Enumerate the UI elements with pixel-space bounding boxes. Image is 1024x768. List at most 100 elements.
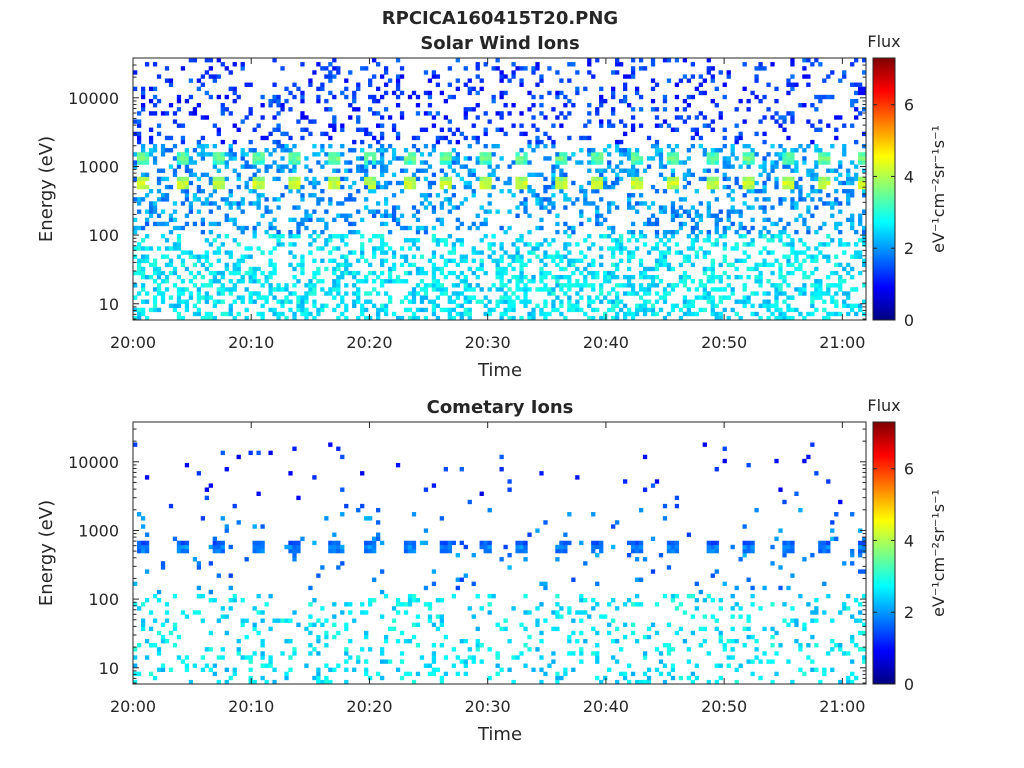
spectrogram-cell (846, 180, 851, 186)
spectrogram-cell (686, 593, 692, 599)
spectrogram-cell (304, 311, 309, 317)
spectrogram-cell (208, 201, 213, 206)
spectrogram-cell (152, 148, 158, 153)
spectrogram-cell (268, 274, 273, 280)
spectrogram-cell (439, 127, 445, 132)
spectrogram-cell (559, 160, 564, 165)
spectrogram-cell (256, 123, 261, 128)
spectrogram-cell (272, 246, 277, 251)
spectrogram-cell (798, 238, 803, 243)
spectrogram-cell (184, 221, 190, 227)
spectrogram-cell (595, 643, 600, 648)
spectrogram-cell (196, 143, 202, 149)
spectrogram-cell (674, 160, 680, 165)
spectrogram-cell (826, 242, 831, 247)
spectrogram-cell (495, 622, 500, 627)
spectrogram-cell (790, 307, 795, 313)
spectrogram-cell (559, 189, 564, 194)
spectrogram-cell (467, 299, 472, 304)
spectrogram-cell (802, 221, 807, 227)
spectrogram-cell (240, 229, 245, 235)
spectrogram-cell (467, 180, 472, 186)
spectrogram-cell (467, 655, 472, 660)
spectrogram-cell (383, 70, 389, 75)
spectrogram-cell (180, 610, 186, 615)
spectrogram-cell (638, 58, 644, 63)
spectrogram-cell (288, 618, 293, 623)
spectrogram-cell (188, 270, 194, 276)
spectrogram-cell (503, 311, 508, 317)
spectrogram-cell (479, 540, 484, 546)
spectrogram-cell (591, 606, 596, 611)
spectrogram-cell (160, 565, 166, 570)
spectrogram-cell (587, 119, 592, 124)
spectrogram-cell (638, 540, 644, 546)
spectrogram-cell (352, 139, 357, 145)
spectrogram-cell (718, 279, 723, 284)
spectrogram-cell (766, 152, 771, 157)
spectrogram-cell (316, 197, 321, 202)
spectrogram-cell (463, 66, 468, 71)
spectrogram-cell (407, 238, 413, 243)
spectrogram-cell (527, 184, 532, 190)
spectrogram-cell (670, 287, 676, 292)
spectrogram-cell (252, 544, 257, 550)
spectrogram-cell (571, 262, 576, 268)
spectrogram-cell (272, 217, 277, 223)
spectrogram-cell (499, 287, 504, 292)
spectrogram-cell (790, 246, 795, 251)
spectrogram-cell (200, 295, 205, 300)
spectrogram-cell (634, 602, 640, 607)
spectrogram-cell (862, 299, 866, 304)
spectrogram-cell (200, 115, 205, 120)
spectrogram-cell (523, 131, 528, 137)
spectrogram-cell (152, 221, 158, 227)
spectrogram-cell (858, 647, 863, 652)
spectrogram-cell (758, 283, 763, 288)
spectrogram-cell (858, 602, 863, 607)
spectrogram-cell (499, 94, 504, 100)
spectrogram-cell (838, 172, 843, 178)
spectrogram-cell (308, 602, 313, 607)
spectrogram-cell (372, 287, 377, 292)
spectrogram-cell (276, 123, 281, 128)
y-axis-label: Energy (eV) (36, 136, 57, 242)
spectrogram-cell (658, 659, 664, 664)
spectrogram-cell (551, 274, 556, 280)
spectrogram-cell (248, 189, 253, 194)
spectrogram-cell (336, 540, 341, 546)
spectrogram-cell (403, 540, 409, 546)
x-tick-label: 20:10 (228, 333, 274, 352)
spectrogram-cell (320, 287, 325, 292)
spectrogram-cell (133, 655, 138, 660)
spectrogram-cell (611, 250, 616, 255)
spectrogram-cell (778, 123, 783, 128)
spectrogram-cell (308, 193, 313, 198)
spectrogram-cell (662, 295, 668, 300)
spectrogram-cell (475, 213, 480, 218)
spectrogram-cell (292, 446, 297, 451)
spectrogram-cell (499, 225, 504, 231)
spectrogram-cell (814, 618, 819, 623)
spectrogram-cell (774, 86, 779, 92)
spectrogram-cell (176, 94, 182, 100)
spectrogram-cell (762, 139, 767, 145)
spectrogram-cell (591, 299, 596, 304)
spectrogram-cell (228, 270, 233, 276)
spectrogram-cell (172, 168, 178, 173)
spectrogram-cell (519, 299, 524, 304)
spectrogram-cell (216, 127, 221, 132)
spectrogram-cell (662, 679, 668, 684)
spectrogram-cell (722, 172, 727, 178)
spectrogram-cell (599, 299, 604, 304)
spectrogram-cell (352, 221, 357, 227)
spectrogram-cell (567, 197, 572, 202)
spectrogram-cell (296, 221, 301, 227)
spectrogram-cell (563, 266, 568, 272)
spectrogram-cell (646, 675, 652, 681)
spectrogram-cell (786, 135, 791, 141)
spectrogram-cell (256, 540, 261, 546)
spectrogram-cell (144, 62, 150, 67)
spectrogram-cell (395, 638, 401, 644)
